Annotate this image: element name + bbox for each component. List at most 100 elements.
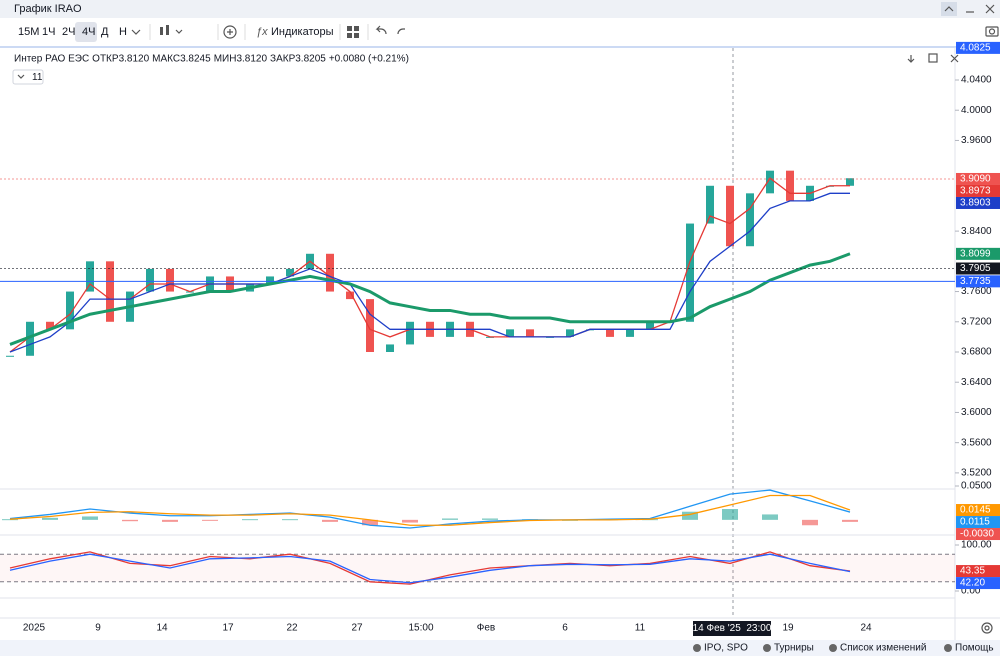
price-tag-label: 0.0115: [960, 517, 990, 528]
price-tag: [956, 184, 1000, 197]
y-tick-label: 3.6800: [961, 347, 992, 358]
x-tick-label: 14: [156, 623, 168, 634]
y-tick-label: 3.6000: [961, 407, 992, 418]
x-tick-label: 15:00: [408, 623, 433, 634]
indicator-line: [9, 494, 851, 526]
legend-text: Интер РАО ЕЭС: [14, 54, 89, 65]
candle: [366, 299, 374, 352]
candle: [706, 185, 714, 224]
price-tag: [956, 247, 1000, 260]
histogram-bar: [802, 519, 818, 526]
histogram-bar: [2, 519, 18, 521]
y-tick-label: 0.0500: [961, 481, 992, 492]
price-tag-label: 4.0825: [960, 43, 991, 54]
histogram-bar: [682, 511, 698, 520]
interval-button[interactable]: 1Ч: [42, 26, 55, 38]
svg-text:ƒx: ƒx: [256, 26, 268, 38]
x-tick-label: 27: [351, 623, 363, 634]
legend-text: 3.8120: [119, 54, 150, 65]
footer-icon: [944, 644, 952, 652]
legend-text: ЗАКР: [270, 54, 296, 65]
price-tag-label: 42.20: [960, 578, 985, 589]
footer-icon: [763, 644, 771, 652]
price-tag-label: 3.8099: [960, 248, 991, 259]
price-tag: [956, 172, 1000, 185]
histogram-bar: [722, 509, 738, 520]
settings-icon[interactable]: [981, 622, 993, 634]
candle: [846, 178, 854, 186]
candle: [266, 276, 274, 284]
interval-button[interactable]: 2Ч: [62, 26, 75, 38]
price-tag: [956, 528, 1000, 541]
histogram-bar: [282, 519, 298, 521]
candle: [686, 223, 694, 322]
price-tag-label: 3.8973: [960, 186, 991, 197]
price-tag-label: 3.7735: [960, 276, 991, 287]
y-tick-label: 3.8400: [961, 226, 992, 237]
price-tag: [956, 196, 1000, 209]
indicator-line: [9, 489, 851, 529]
toolbar-icons[interactable]: ƒx: [131, 24, 999, 40]
candle: [646, 321, 654, 330]
x-tick-label: 6: [562, 623, 568, 634]
price-tag-label: 3.9090: [960, 174, 991, 185]
y-tick-label: 3.5600: [961, 437, 992, 448]
candle: [726, 185, 734, 247]
candle: [166, 268, 174, 292]
window-controls[interactable]: [941, 2, 995, 16]
footer-icon: [693, 644, 701, 652]
candle: [746, 193, 754, 247]
x-tick-label: 2025: [23, 623, 46, 634]
indicator-line: [9, 252, 851, 346]
legend-text: +0.0080 (+0.21%): [329, 54, 409, 65]
legend-text: 3.8205: [295, 54, 326, 65]
legend-text: 3.8245: [180, 54, 211, 65]
x-tick-label: Фев: [477, 623, 495, 634]
histogram-bar: [122, 519, 138, 522]
price-tag: [956, 504, 1000, 517]
interval-button[interactable]: 4Ч: [82, 26, 95, 38]
candle: [606, 329, 614, 337]
footer-link[interactable]: Турниры: [774, 643, 814, 654]
interval-button[interactable]: Д: [101, 26, 109, 38]
footer-link[interactable]: Список изменений: [840, 643, 926, 654]
y-tick-label: 3.7600: [961, 286, 992, 297]
title-bar: [0, 0, 1000, 18]
histogram-bar: [42, 517, 58, 520]
legend-text: МИН: [214, 54, 237, 65]
histogram-bar: [482, 518, 498, 520]
candle: [786, 170, 794, 201]
candle: [146, 268, 154, 292]
candle: [326, 253, 334, 292]
candle: [66, 291, 74, 330]
badge-count: 11: [32, 72, 43, 83]
footer-link[interactable]: Помощь: [955, 643, 994, 654]
histogram-bar: [322, 519, 338, 522]
histogram-bar: [842, 519, 858, 522]
footer-link[interactable]: IPO, SPO: [704, 643, 748, 654]
price-tag: [956, 262, 1000, 275]
histogram-bar: [362, 519, 378, 526]
indicators-button[interactable]: Индикаторы: [271, 26, 334, 38]
y-tick-label: 3.5200: [961, 468, 992, 479]
x-tick-label: 19: [782, 623, 794, 634]
legend-text: МАКС: [152, 54, 180, 65]
x-tick-label: 11: [635, 623, 646, 634]
badge[interactable]: [12, 69, 44, 85]
x-tick-label: 24: [860, 623, 872, 634]
selected-interval: [75, 22, 97, 42]
x-tick-label: 22: [286, 623, 298, 634]
pane-controls[interactable]: [907, 53, 959, 63]
candle: [86, 261, 94, 292]
price-tag: [956, 577, 1000, 590]
candle: [106, 261, 114, 322]
histogram-bar: [82, 516, 98, 520]
crosshair-label-bg: [693, 621, 771, 636]
candle: [406, 321, 414, 345]
crosshair-label: 14 Фев '25 23:00: [693, 623, 772, 634]
interval-button[interactable]: 15М: [18, 26, 39, 38]
y-tick-label: 3.6400: [961, 377, 992, 388]
interval-button[interactable]: Н: [119, 26, 127, 38]
histogram-bar: [242, 519, 258, 521]
x-tick-label: 9: [95, 623, 101, 634]
